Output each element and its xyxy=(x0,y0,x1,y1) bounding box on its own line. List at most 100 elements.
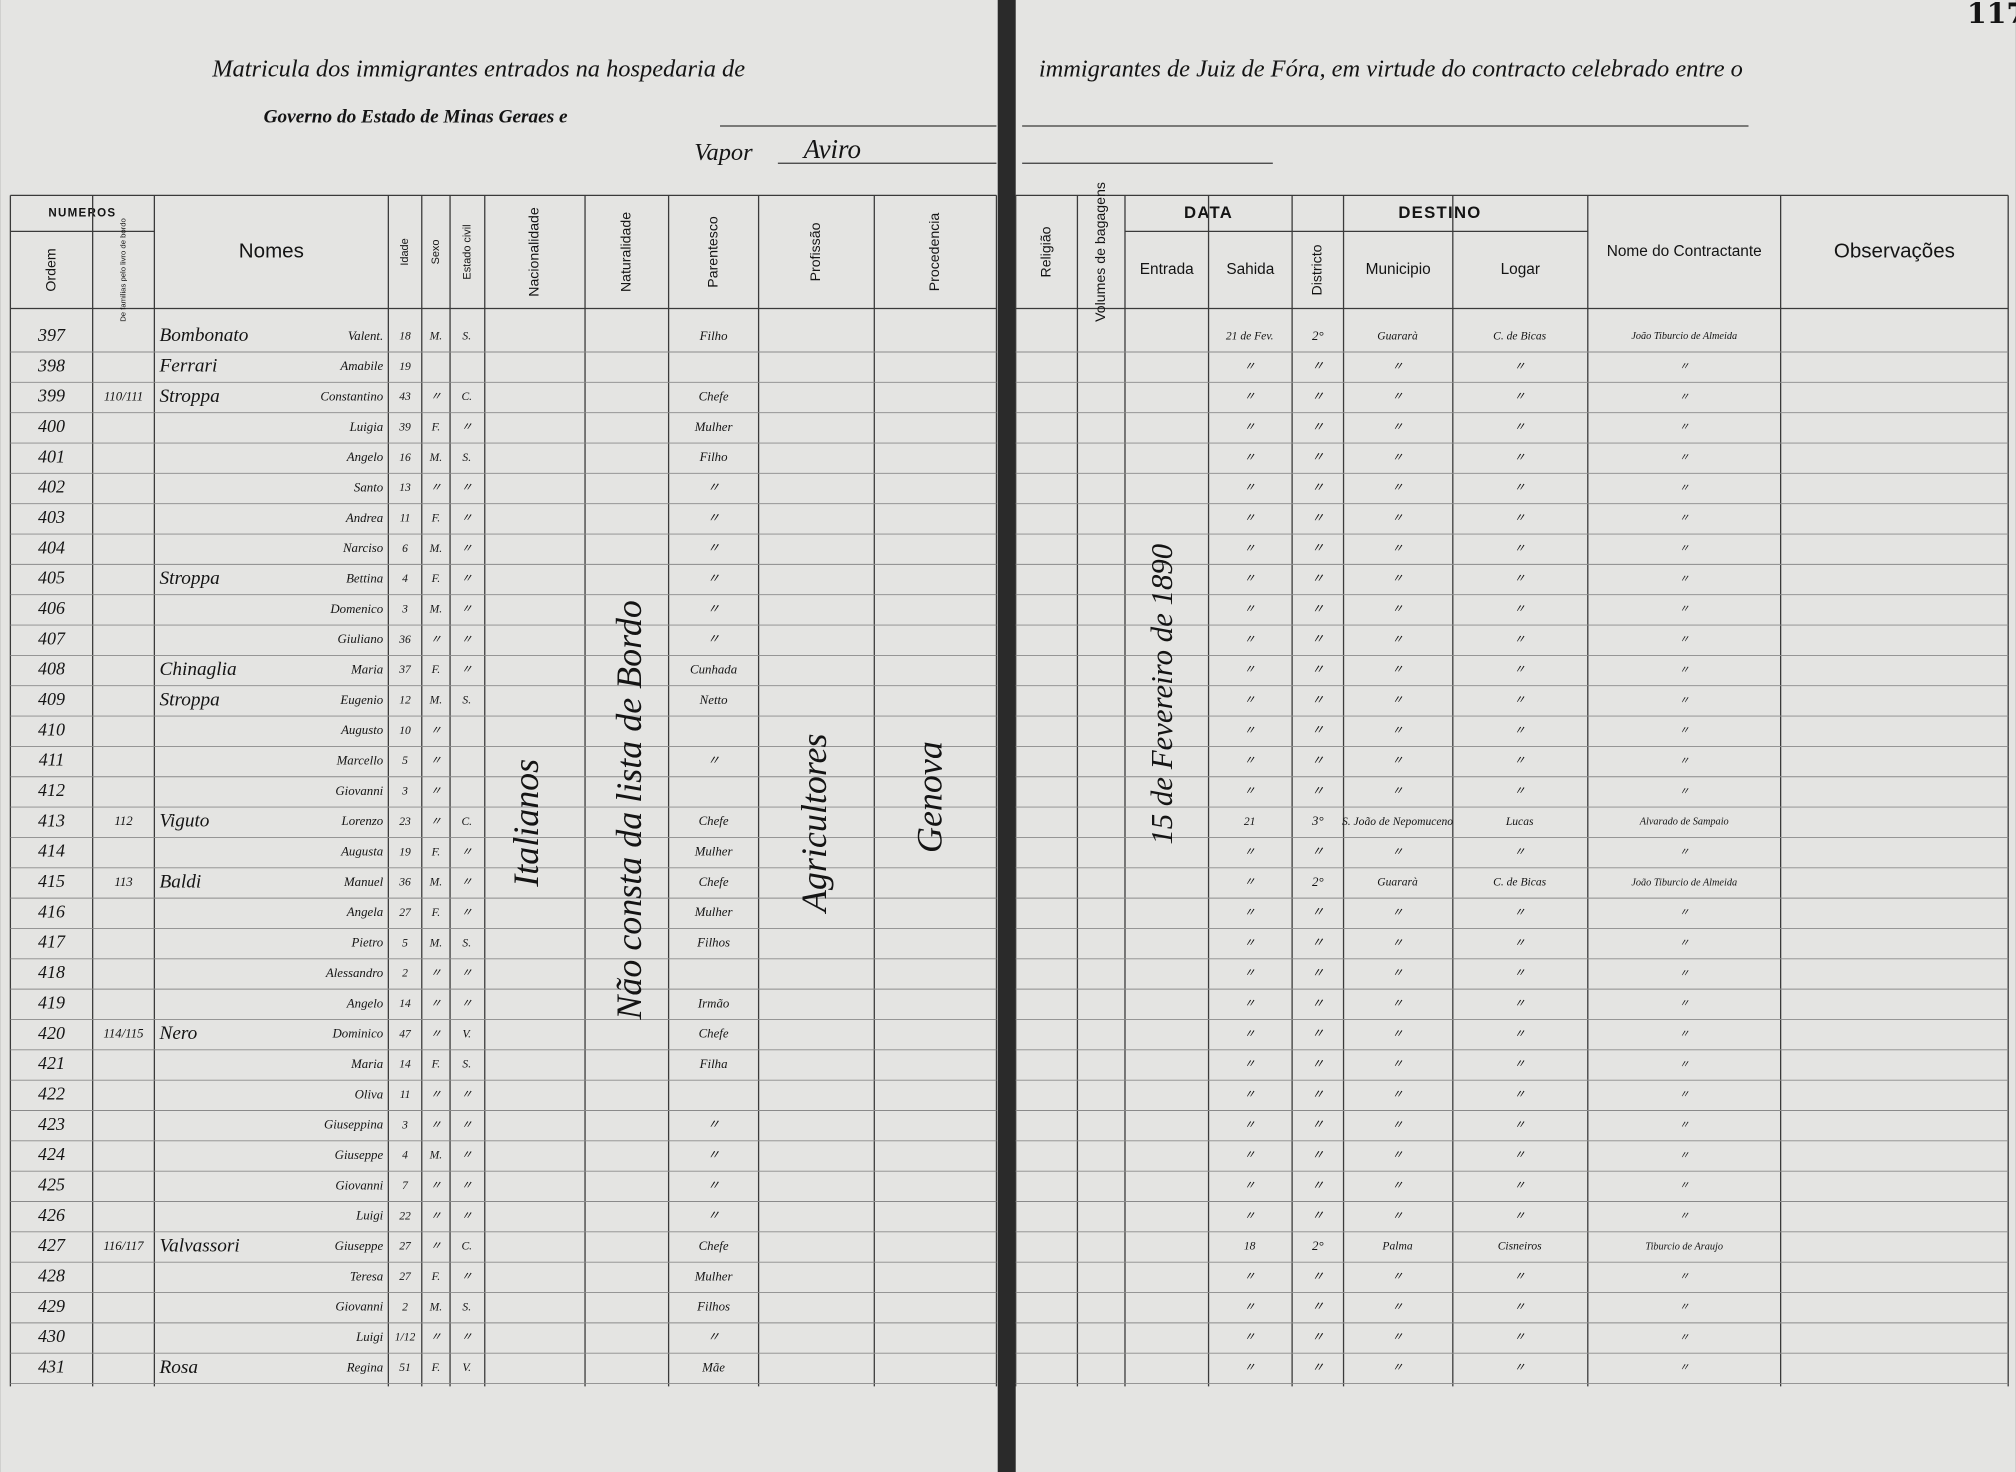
cell: 〃 xyxy=(430,1088,442,1101)
cell: 〃 xyxy=(1311,1300,1324,1314)
cell: 〃 xyxy=(1679,908,1689,919)
header-line-2: Governo do Estado de Minas Geraes e xyxy=(264,107,568,128)
cell: 〃 xyxy=(1679,453,1689,464)
cell: 413 xyxy=(38,810,65,830)
cell: 423 xyxy=(38,1114,65,1134)
cell: 〃 xyxy=(430,1209,442,1222)
cell: 〃 xyxy=(1392,1118,1404,1131)
cell: 〃 xyxy=(1311,632,1324,646)
cell: 414 xyxy=(38,841,65,861)
cell: 27 xyxy=(399,906,412,919)
cell: 〃 xyxy=(1244,663,1256,676)
cell: 〃 xyxy=(1311,693,1324,707)
cell: 〃 xyxy=(461,421,473,434)
cell: 411 xyxy=(39,750,65,770)
cell: 〃 xyxy=(1679,1211,1689,1222)
cell: S. João de Nepomuceno xyxy=(1342,815,1453,828)
cell: Mulher xyxy=(694,845,734,859)
column-header: Estado civil xyxy=(461,224,473,279)
cell: 429 xyxy=(38,1296,65,1316)
cell: 〃 xyxy=(1392,694,1404,707)
cell: 〃 xyxy=(430,967,442,980)
cell: 〃 xyxy=(1392,1209,1404,1222)
cell: Filhos xyxy=(696,936,730,950)
cell: 51 xyxy=(399,1361,411,1374)
vapor-label: Vapor xyxy=(694,139,753,166)
cell: 〃 xyxy=(461,572,473,585)
cell: 〃 xyxy=(1244,845,1256,858)
cell: 430 xyxy=(38,1326,65,1346)
cell: 〃 xyxy=(1679,1302,1689,1313)
cell: 〃 xyxy=(707,1148,720,1162)
cell: 〃 xyxy=(1244,572,1256,585)
vertical-note: Não consta da lista de Bordo xyxy=(609,600,649,1020)
cell: 〃 xyxy=(461,1088,473,1101)
cell: 〃 xyxy=(1514,1118,1526,1131)
cell: Mãe xyxy=(701,1360,725,1374)
cell: 〃 xyxy=(707,602,720,616)
cell: 47 xyxy=(399,1027,412,1040)
cell: 〃 xyxy=(1311,359,1324,373)
cell: 〃 xyxy=(1311,1209,1324,1223)
cell: 〃 xyxy=(430,481,442,494)
cell: 〃 xyxy=(1679,483,1689,494)
cell: Ferrari xyxy=(159,356,218,377)
cell: Guararà xyxy=(1377,329,1418,342)
cell: 〃 xyxy=(1392,1058,1404,1071)
cell: Mulher xyxy=(694,420,734,434)
cell: 〃 xyxy=(1514,1270,1526,1283)
cell: 402 xyxy=(38,477,65,497)
cell: 412 xyxy=(38,780,65,800)
cell: 〃 xyxy=(461,1179,473,1192)
cell: 〃 xyxy=(1392,633,1404,646)
cell: 〃 xyxy=(1392,663,1404,676)
cell: Rosa xyxy=(159,1357,199,1378)
cell: 〃 xyxy=(1679,938,1689,949)
cell: 〃 xyxy=(1392,1331,1404,1344)
cell: 〃 xyxy=(707,632,720,646)
cell: 〃 xyxy=(430,724,442,737)
cell: 〃 xyxy=(1311,1087,1324,1101)
cell: 〃 xyxy=(430,633,442,646)
column-header: Ordem xyxy=(42,248,58,291)
cell: 〃 xyxy=(1244,1270,1256,1283)
group-header: NUMEROS xyxy=(48,207,116,219)
cell: 431 xyxy=(38,1357,65,1377)
cell: 〃 xyxy=(1392,754,1404,767)
cell: Teresa xyxy=(350,1269,383,1283)
cell: 〃 xyxy=(1679,695,1689,706)
cell: 〃 xyxy=(1244,997,1256,1010)
cell: 110/111 xyxy=(104,389,143,403)
cell: 〃 xyxy=(1311,905,1324,919)
cell: 〃 xyxy=(1311,1178,1324,1192)
cell: Luigi xyxy=(355,1209,384,1223)
cell: 〃 xyxy=(1392,1027,1404,1040)
cell: 〃 xyxy=(1514,1331,1526,1344)
cell: 〃 xyxy=(1514,967,1526,980)
cell: 〃 xyxy=(1311,1360,1324,1374)
cell: Maria xyxy=(350,663,383,677)
cell: Giuliano xyxy=(338,632,384,646)
cell: 〃 xyxy=(461,1149,473,1162)
cell: M. xyxy=(429,1149,443,1162)
cell: 〃 xyxy=(1244,633,1256,646)
cell: Narciso xyxy=(342,541,384,555)
cell: S. xyxy=(462,936,471,949)
cell: 〃 xyxy=(430,1179,442,1192)
cell: 2 xyxy=(402,1300,408,1313)
cell: 〃 xyxy=(1244,451,1256,464)
column-header: Observações xyxy=(1834,239,1955,262)
column-header: Logar xyxy=(1501,261,1540,278)
cell: 21 de Fev. xyxy=(1226,329,1274,342)
cell: 〃 xyxy=(1244,390,1256,403)
cell: 36 xyxy=(398,633,411,646)
cell: F. xyxy=(431,1270,440,1283)
cell: 37 xyxy=(398,663,412,676)
cell: 〃 xyxy=(1311,663,1324,677)
cell: 114/115 xyxy=(103,1027,144,1041)
column-header: Nome do Contractante xyxy=(1607,243,1762,260)
cell: 〃 xyxy=(1679,392,1689,403)
cell: 〃 xyxy=(707,480,720,494)
cell: Stroppa xyxy=(160,386,220,407)
